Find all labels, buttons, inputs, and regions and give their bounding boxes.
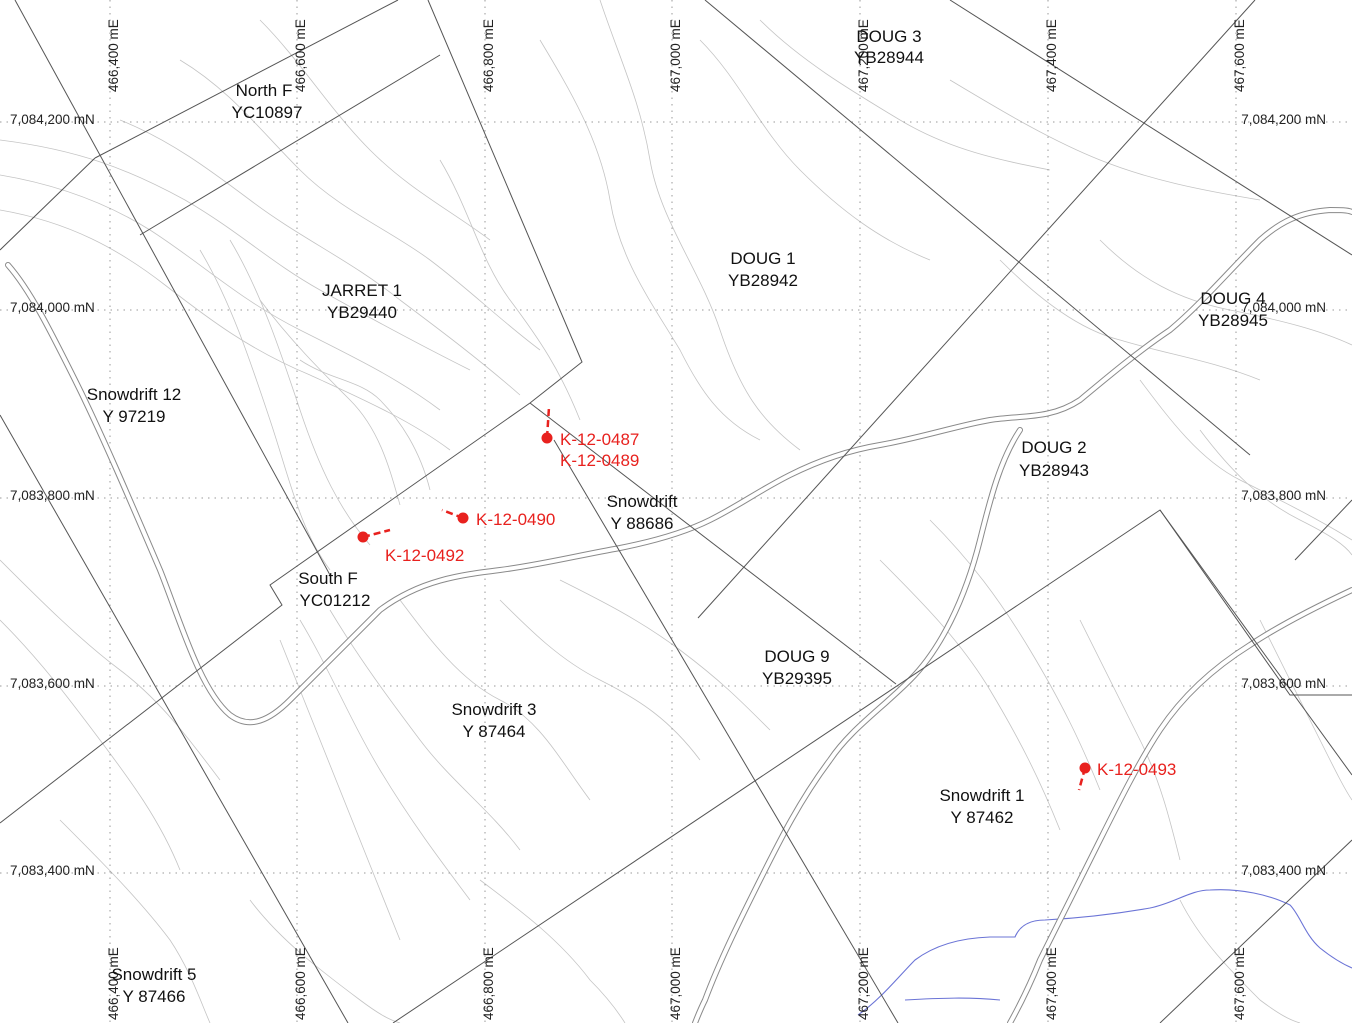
claim-label-snowdrift3-code: Y 87464 xyxy=(462,722,525,741)
easting-label-top: 467,000 mE xyxy=(668,19,683,92)
drillhole-k-12-0490[interactable]: K-12-0490 xyxy=(441,508,555,529)
stream xyxy=(857,889,1352,1016)
claim-label-snowdrift-name: Snowdrift xyxy=(607,492,678,511)
drillhole-label: K-12-0487 xyxy=(560,430,639,449)
drillhole-k-12-0492[interactable]: K-12-0492 xyxy=(357,528,465,565)
easting-label-bottom: 466,600 mE xyxy=(293,947,308,1020)
easting-labels: 466,400 mE 466,600 mE 466,800 mE 467,000… xyxy=(106,19,1247,1020)
easting-label-top: 467,600 mE xyxy=(1232,19,1247,92)
claim-label-south-f-name: South F xyxy=(298,569,358,588)
claim-label-snowdrift1-name: Snowdrift 1 xyxy=(939,786,1024,805)
claim-label-doug3-name: DOUG 3 xyxy=(856,27,921,46)
northing-label-left: 7,083,600 mN xyxy=(10,676,95,691)
northing-label-left: 7,084,000 mN xyxy=(10,300,95,315)
claim-label-doug3-code: YB28944 xyxy=(854,48,924,67)
claim-label-doug2-name: DOUG 2 xyxy=(1021,438,1086,457)
claim-label-doug4-code: YB28945 xyxy=(1198,311,1268,330)
easting-label-bottom: 467,200 mE xyxy=(856,947,871,1020)
claim-label-doug9-code: YB29395 xyxy=(762,669,832,688)
easting-label-top: 467,200 mE xyxy=(856,19,871,92)
easting-label-bottom: 466,400 mE xyxy=(106,947,121,1020)
claim-label-snowdrift3-name: Snowdrift 3 xyxy=(451,700,536,719)
northing-label-right: 7,083,800 mN xyxy=(1241,488,1326,503)
claim-label-north-f-name: North F xyxy=(236,81,293,100)
claim-label-snowdrift1-code: Y 87462 xyxy=(950,808,1013,827)
claim-label-snowdrift12-code: Y 97219 xyxy=(102,407,165,426)
northing-label-right: 7,084,200 mN xyxy=(1241,112,1326,127)
claim-label-snowdrift5-name: Snowdrift 5 xyxy=(111,965,196,984)
northing-labels: 7,084,200 mN 7,084,000 mN 7,083,800 mN 7… xyxy=(10,112,1326,878)
easting-label-top: 466,800 mE xyxy=(481,19,496,92)
drillhole-collar-icon[interactable] xyxy=(1079,762,1091,774)
drillhole-k-12-0487[interactable]: K-12-0487 K-12-0489 xyxy=(541,406,640,470)
road xyxy=(5,206,1352,1023)
claim-label-snowdrift5-code: Y 87466 xyxy=(122,987,185,1006)
claim-label-snowdrift-code: Y 88686 xyxy=(610,514,673,533)
northing-label-right: 7,084,000 mN xyxy=(1241,300,1326,315)
claim-label-snowdrift12-name: Snowdrift 12 xyxy=(87,385,182,404)
drillhole-label: K-12-0493 xyxy=(1097,760,1176,779)
northing-label-left: 7,083,800 mN xyxy=(10,488,95,503)
drillhole-collar-icon[interactable] xyxy=(357,531,369,543)
northing-label-right: 7,083,400 mN xyxy=(1241,863,1326,878)
easting-label-bottom: 467,000 mE xyxy=(668,947,683,1020)
claim-label-jarret1-code: YB29440 xyxy=(327,303,397,322)
easting-label-bottom: 467,600 mE xyxy=(1232,947,1247,1020)
claim-label-north-f-code: YC10897 xyxy=(232,103,303,122)
claim-label-doug2-code: YB28943 xyxy=(1019,461,1089,480)
claim-label-doug1-name: DOUG 1 xyxy=(730,249,795,268)
drillhole-collar-icon[interactable] xyxy=(457,512,469,524)
drillhole-k-12-0493[interactable]: K-12-0493 xyxy=(1077,760,1176,791)
claim-label-doug9-name: DOUG 9 xyxy=(764,647,829,666)
northing-label-left: 7,084,200 mN xyxy=(10,112,95,127)
claim-label-jarret1-name: JARRET 1 xyxy=(322,281,402,300)
claim-labels: North F YC10897 DOUG 3 YB28944 DOUG 1 YB… xyxy=(87,27,1268,1006)
easting-label-top: 466,400 mE xyxy=(106,19,121,92)
claim-label-south-f-code: YC01212 xyxy=(300,591,371,610)
easting-label-bottom: 466,800 mE xyxy=(481,947,496,1020)
drillhole-label: K-12-0489 xyxy=(560,451,639,470)
easting-label-bottom: 467,400 mE xyxy=(1044,947,1059,1020)
easting-label-top: 467,400 mE xyxy=(1044,19,1059,92)
drillhole-label: K-12-0490 xyxy=(476,510,555,529)
drillholes: K-12-0487 K-12-0489 K-12-0490 K-12-0492 … xyxy=(357,406,1176,791)
northing-label-left: 7,083,400 mN xyxy=(10,863,95,878)
easting-label-top: 466,600 mE xyxy=(293,19,308,92)
claim-label-doug1-code: YB28942 xyxy=(728,271,798,290)
drillhole-collar-icon[interactable] xyxy=(541,432,553,444)
drillhole-label: K-12-0492 xyxy=(385,546,464,565)
claim-label-doug4-name: DOUG 4 xyxy=(1200,289,1265,308)
northing-label-right: 7,083,600 mN xyxy=(1241,676,1326,691)
